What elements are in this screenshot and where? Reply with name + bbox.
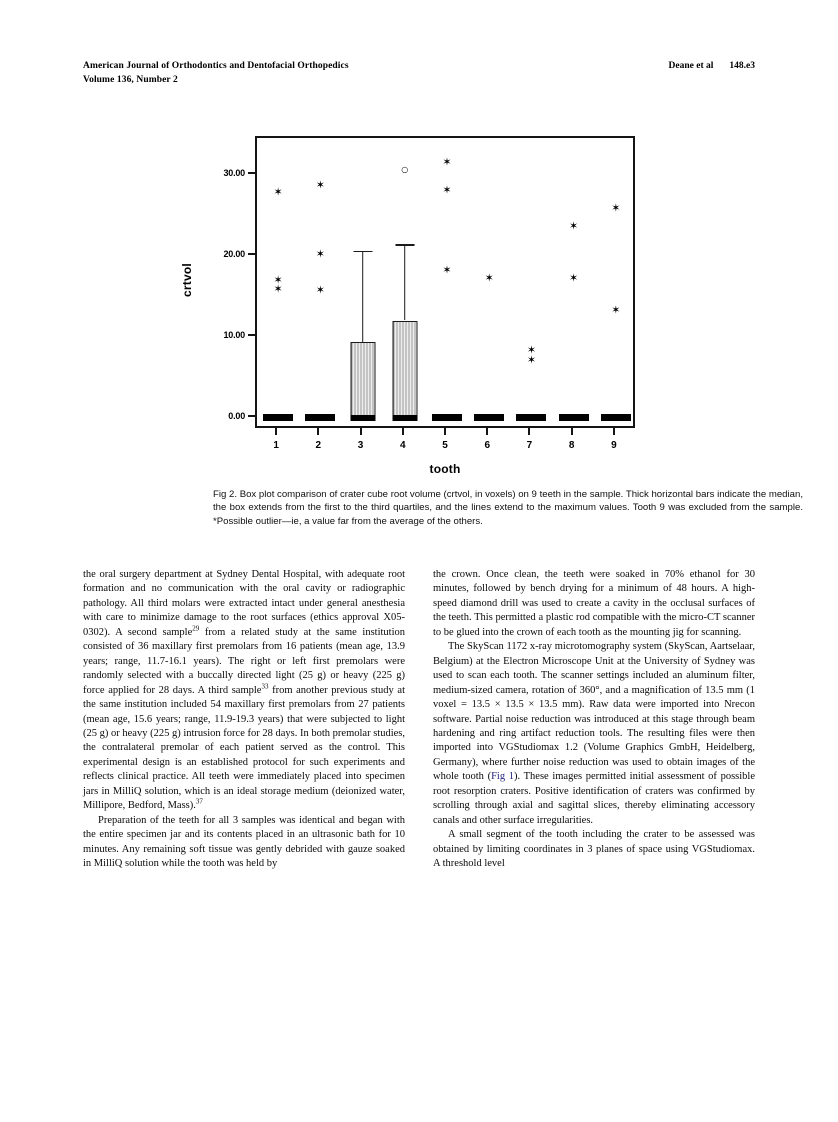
outlier-star-marker: ✶ bbox=[484, 271, 494, 284]
outlier-star-marker: ✶ bbox=[315, 247, 325, 261]
box-quartile-range bbox=[350, 342, 376, 418]
body-text-run: from a related study at the same institu… bbox=[83, 626, 405, 696]
median-bar bbox=[305, 414, 336, 422]
body-paragraph: the crown. Once clean, the teeth were so… bbox=[433, 568, 755, 640]
body-text-run: A small segment of the tooth including t… bbox=[433, 829, 755, 870]
x-axis-tick-label: 6 bbox=[484, 440, 490, 451]
body-text-run: the crown. Once clean, the teeth were so… bbox=[433, 569, 755, 638]
x-axis-tick-mark bbox=[359, 428, 362, 435]
figure-caption: Fig 2. Box plot comparison of crater cub… bbox=[213, 489, 803, 527]
median-bar bbox=[350, 414, 376, 421]
x-axis-tick-mark bbox=[401, 428, 404, 435]
authors-label: Deane et al bbox=[668, 61, 714, 71]
y-axis-tick-label: 0.00 bbox=[228, 410, 245, 421]
whisker-line bbox=[403, 244, 406, 321]
x-axis-tick-label: 7 bbox=[526, 440, 533, 451]
whisker-cap bbox=[353, 250, 373, 253]
outlier-star-marker: ✶ bbox=[526, 343, 537, 357]
y-axis-tick-label: 30.00 bbox=[223, 167, 245, 178]
median-bar bbox=[474, 414, 505, 422]
plot-area: ✶ ✶ ✶ ✶ ✶ ✶ ○ ✶ ✶ ✶ ✶ ✶ ✶ ✶ ✶ ✶ ✶ bbox=[257, 138, 633, 426]
x-axis-tick-mark bbox=[317, 428, 320, 435]
outlier-star-marker: ✶ bbox=[611, 303, 621, 317]
x-axis-title: tooth bbox=[429, 462, 461, 476]
journal-volume: Volume 136, Number 2 bbox=[83, 74, 178, 85]
x-axis-tick-label: 5 bbox=[442, 440, 448, 451]
body-paragraph: A small segment of the tooth including t… bbox=[433, 828, 755, 871]
outlier-star-marker: ✶ bbox=[315, 283, 325, 297]
footnote-reference: 37 bbox=[195, 797, 203, 806]
outlier-star-marker: ✶ bbox=[315, 178, 325, 192]
body-text-run: The SkyScan 1172 x-ray microtomography s… bbox=[433, 641, 755, 783]
body-paragraph: The SkyScan 1172 x-ray microtomography s… bbox=[433, 640, 755, 828]
body-text-run: ). These images permitted initial assess… bbox=[433, 771, 755, 826]
box-quartile-range bbox=[392, 320, 418, 418]
x-axis-tick-mark bbox=[528, 428, 531, 435]
plot-frame: ✶ ✶ ✶ ✶ ✶ ✶ ○ ✶ ✶ ✶ ✶ ✶ ✶ ✶ ✶ ✶ ✶ bbox=[255, 136, 635, 428]
outlier-star-marker: ✶ bbox=[273, 185, 283, 199]
outlier-star-marker: ✶ bbox=[569, 219, 579, 233]
footnote-reference: 33 bbox=[261, 682, 269, 691]
x-axis-tick-mark bbox=[486, 428, 489, 435]
y-axis-tick-mark bbox=[248, 414, 255, 417]
outlier-star-marker: ✶ bbox=[273, 282, 283, 296]
body-text-run: the oral surgery department at Sydney De… bbox=[83, 569, 405, 638]
x-axis-tick-label: 8 bbox=[568, 440, 575, 451]
y-axis-tick-mark bbox=[248, 171, 255, 174]
figure-cross-reference[interactable]: Fig 1 bbox=[491, 771, 515, 783]
body-column-left: the oral surgery department at Sydney De… bbox=[83, 568, 405, 872]
x-axis-tick-label: 3 bbox=[357, 440, 364, 451]
median-bar bbox=[392, 414, 418, 421]
x-axis-tick-mark bbox=[612, 428, 615, 435]
body-column-right: the crown. Once clean, the teeth were so… bbox=[433, 568, 755, 872]
journal-title: American Journal of Orthodontics and Den… bbox=[83, 61, 349, 71]
body-paragraph: Preparation of the teeth for all 3 sampl… bbox=[83, 814, 405, 872]
median-bar bbox=[600, 414, 631, 422]
x-axis-tick-mark bbox=[444, 428, 446, 435]
running-head: American Journal of Orthodontics and Den… bbox=[83, 60, 755, 87]
body-text-run: Preparation of the teeth for all 3 sampl… bbox=[83, 814, 405, 870]
page-number: 148.e3 bbox=[729, 61, 755, 71]
outlier-star-marker: ✶ bbox=[526, 353, 537, 367]
x-axis-tick-label: 2 bbox=[315, 440, 322, 451]
y-axis-tick-mark bbox=[248, 252, 255, 255]
running-head-journal: American Journal of Orthodontics and Den… bbox=[83, 60, 349, 87]
y-axis-tick-mark bbox=[248, 333, 255, 336]
figure-2: ✶ ✶ ✶ ✶ ✶ ✶ ○ ✶ ✶ ✶ ✶ ✶ ✶ ✶ ✶ ✶ ✶ 0.00 10.00 20.00 30.00 crt… bbox=[83, 120, 803, 527]
x-axis-tick-label: 4 bbox=[399, 440, 406, 451]
outlier-star-marker: ✶ bbox=[442, 263, 452, 277]
y-axis-title: crtvol bbox=[180, 263, 194, 297]
whisker-line bbox=[361, 250, 364, 343]
article-body: the oral surgery department at Sydney De… bbox=[83, 568, 755, 872]
boxplot-chart: ✶ ✶ ✶ ✶ ✶ ✶ ○ ✶ ✶ ✶ ✶ ✶ ✶ ✶ ✶ ✶ ✶ 0.00 10.00 20.00 30.00 crt… bbox=[83, 120, 755, 480]
running-head-authors-page: Deane et al 148.e3 bbox=[669, 60, 755, 74]
y-axis-tick-label: 10.00 bbox=[223, 329, 245, 340]
x-axis-tick-mark bbox=[570, 428, 573, 435]
x-axis-tick-mark bbox=[275, 428, 278, 435]
outlier-star-marker: ✶ bbox=[273, 273, 283, 287]
outlier-star-marker: ✶ bbox=[442, 155, 452, 169]
median-bar bbox=[558, 414, 589, 422]
x-axis-tick-label: 9 bbox=[611, 440, 617, 451]
y-axis-tick-label: 20.00 bbox=[223, 248, 245, 259]
whisker-cap bbox=[395, 244, 415, 246]
x-axis-tick-label: 1 bbox=[273, 440, 279, 451]
footnote-reference: 29 bbox=[192, 624, 200, 633]
outlier-star-marker: ✶ bbox=[442, 183, 452, 197]
median-bar bbox=[432, 414, 462, 422]
outlier-star-marker: ✶ bbox=[569, 271, 579, 285]
outlier-star-marker: ✶ bbox=[611, 201, 621, 215]
body-text-run: from another previous study at the same … bbox=[83, 684, 405, 812]
body-paragraph: the oral surgery department at Sydney De… bbox=[83, 568, 405, 814]
outlier-circle-marker: ○ bbox=[401, 165, 409, 175]
median-bar bbox=[263, 414, 294, 422]
median-bar bbox=[516, 414, 547, 422]
